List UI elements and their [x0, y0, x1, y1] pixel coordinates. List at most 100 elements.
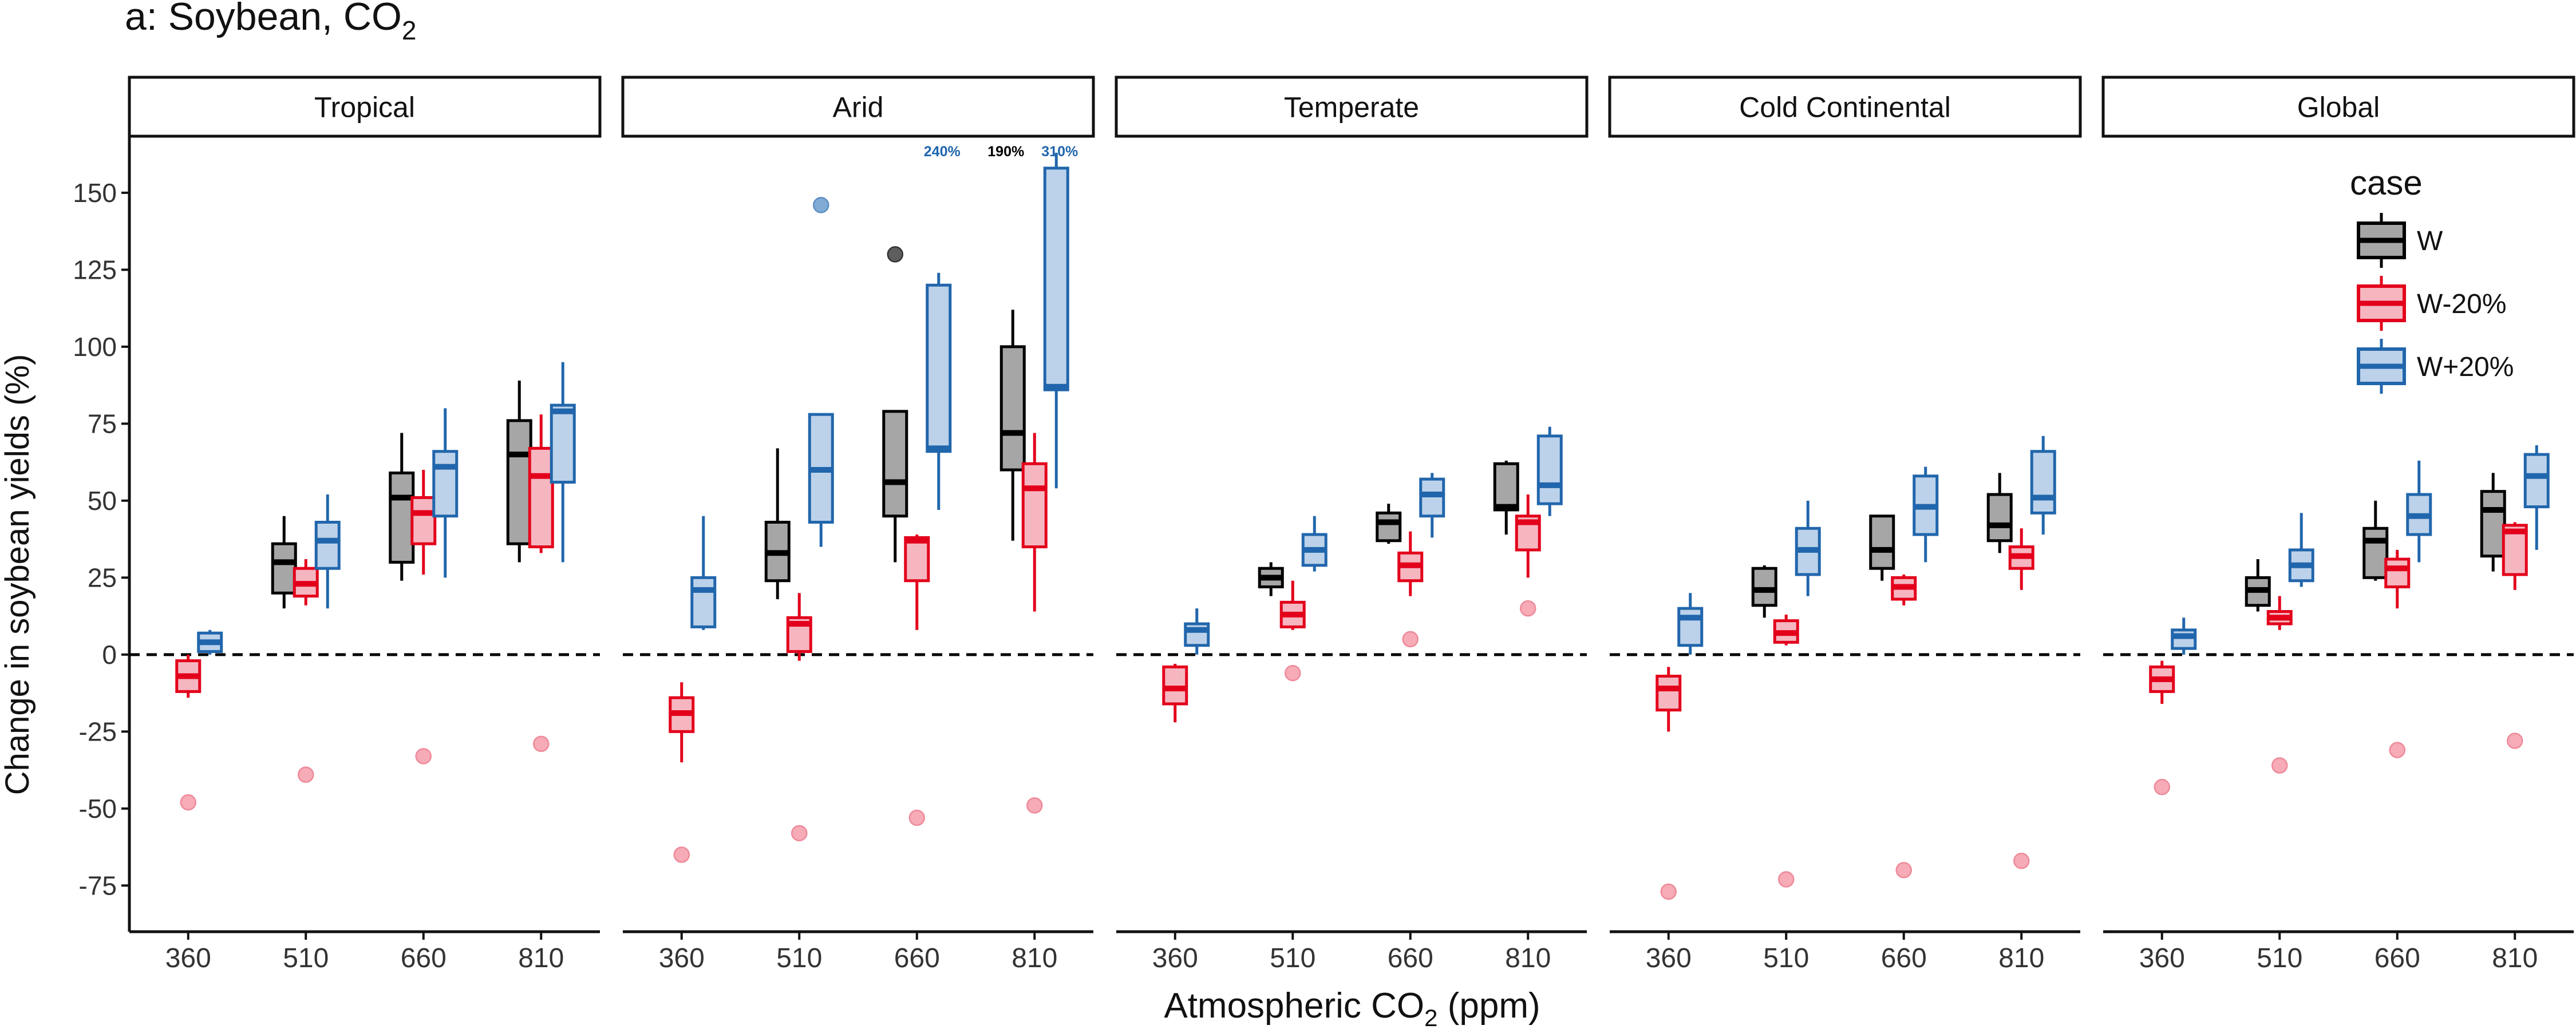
- panels-layer: Tropical 150 125 100 75 50 25 0 -25 -50 -75 360 510 6…: [73, 76, 2575, 973]
- y-tick-label: 125: [73, 255, 117, 284]
- box-w-20-810: [2008, 528, 2034, 590]
- outlier-point: [2271, 757, 2288, 774]
- x-tick-label: 360: [1152, 943, 1198, 973]
- x-tick-label: 810: [1012, 943, 1057, 973]
- x-tick-label: 360: [2139, 943, 2185, 973]
- box-iqr: [1869, 514, 1895, 570]
- box-iqr: [1986, 493, 2013, 543]
- x-tick-label: 510: [2257, 943, 2302, 973]
- box-w-20-510: [314, 494, 341, 609]
- box-w-20-810: [1515, 494, 1541, 578]
- box-w-20-810: [1536, 426, 1563, 516]
- box-w-20-660: [2406, 460, 2432, 563]
- box-iqr: [2362, 527, 2389, 579]
- x-tick-label: 660: [2374, 943, 2420, 973]
- box-w-20-510: [1279, 580, 1306, 630]
- panel-strip: [128, 76, 602, 138]
- box-w-660: [389, 433, 415, 581]
- box-w-510: [271, 516, 297, 609]
- outlier-point: [673, 846, 690, 863]
- outlier-point: [813, 197, 829, 213]
- chart-title: a: Soybean, CO2: [125, 0, 416, 45]
- out-of-range-label: 310%: [1041, 144, 1078, 160]
- box-iqr: [1419, 477, 1445, 518]
- outlier-point: [298, 766, 314, 783]
- box-iqr: [2384, 557, 2411, 588]
- panel-title: Temperate: [1284, 92, 1419, 124]
- x-tick-label: 810: [1505, 943, 1551, 973]
- x-tick-label: 510: [283, 943, 329, 973]
- box-w-20-360: [2171, 618, 2197, 655]
- box-iqr: [1021, 462, 1048, 549]
- box-w-20-660: [1419, 473, 1445, 538]
- box-iqr: [506, 419, 532, 545]
- box-w-20-810: [2523, 445, 2550, 550]
- outlier-point: [2154, 778, 2170, 795]
- box-iqr: [999, 345, 1026, 472]
- out-of-range-label: 240%: [924, 144, 961, 160]
- box-iqr: [690, 576, 717, 628]
- y-tick-label: 100: [73, 332, 117, 362]
- box-iqr: [1656, 674, 1682, 712]
- box-iqr: [882, 410, 908, 518]
- box-iqr: [1493, 462, 1519, 512]
- y-tick-label: 75: [88, 409, 117, 438]
- x-axis-title: Atmospheric CO2 (ppm): [1164, 986, 1540, 1030]
- box-w-810: [1493, 460, 1519, 535]
- outlier-point: [791, 825, 808, 842]
- panel-title: Global: [2297, 92, 2380, 124]
- outlier-point: [2507, 733, 2523, 749]
- box-w-810: [999, 310, 1026, 541]
- outlier-point: [908, 809, 925, 826]
- box-iqr: [2171, 628, 2197, 650]
- box-w-20-510: [786, 593, 812, 661]
- box-iqr: [389, 471, 415, 564]
- box-w-20-360: [1656, 667, 1682, 732]
- box-iqr: [926, 283, 952, 453]
- box-w-20-660: [904, 535, 930, 630]
- x-tick-label: 660: [894, 943, 940, 973]
- box-w-660: [882, 410, 908, 563]
- legend-item-w-20: W+20%: [2357, 339, 2514, 394]
- box-iqr: [271, 542, 297, 595]
- y-tick-label: -75: [79, 870, 117, 900]
- box-w-20-810: [550, 362, 576, 563]
- box-w-20-660: [410, 470, 437, 575]
- panel-global: Global 360 510 660 810: [2101, 76, 2575, 973]
- box-iqr: [314, 520, 341, 570]
- box-w-20-360: [2149, 660, 2175, 704]
- box-w-510: [2245, 559, 2271, 612]
- box-w-20-360: [1184, 608, 1210, 655]
- box-w-660: [2362, 500, 2389, 581]
- legend-item-w-20: W-20%: [2357, 276, 2507, 331]
- outlier-point: [2389, 742, 2405, 758]
- box-w-20-360: [1162, 663, 1188, 723]
- box-w-20-360: [197, 630, 223, 655]
- box-iqr: [2030, 450, 2056, 514]
- panel-title: Arid: [833, 92, 884, 124]
- box-iqr: [904, 536, 930, 583]
- box-iqr: [1677, 607, 1704, 647]
- x-tick-label: 810: [2492, 943, 2538, 973]
- box-w-20-510: [808, 413, 834, 547]
- panel-strip: [2101, 76, 2575, 138]
- outlier-point: [533, 735, 550, 753]
- panel-strip: [1608, 76, 2082, 138]
- box-iqr: [1043, 167, 1069, 391]
- outlier-point: [887, 246, 903, 263]
- box-w-810: [2480, 473, 2506, 572]
- outlier-point: [1285, 664, 1301, 682]
- box-iqr: [2480, 490, 2506, 558]
- box-iqr: [1376, 511, 1402, 543]
- box-w-20-510: [2288, 513, 2314, 587]
- x-tick-label: 360: [1646, 943, 1692, 973]
- panel-title: Cold Continental: [1739, 92, 1951, 124]
- box-w-20-360: [1677, 593, 1704, 655]
- panel-cold-continental: Cold Continental 360 510 660 810: [1608, 76, 2082, 973]
- x-tick-label: 660: [401, 943, 447, 973]
- outlier-point: [1402, 631, 1419, 648]
- panel-strip: [1115, 76, 1589, 138]
- y-tick-label: 0: [102, 640, 117, 670]
- x-tick-label: 660: [1388, 943, 1433, 973]
